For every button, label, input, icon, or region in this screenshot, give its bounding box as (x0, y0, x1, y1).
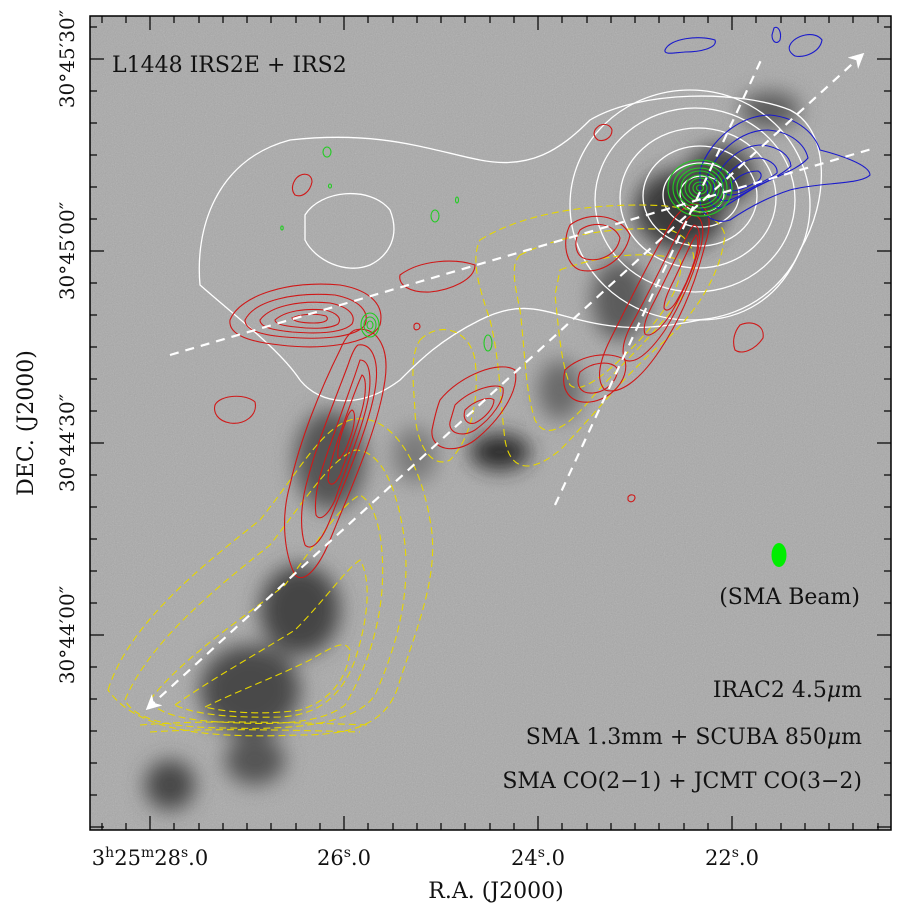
y-tick-label: 30°44′00″ (55, 586, 79, 684)
legend-line-co: SMA CO(2−1) + JCMT CO(3−2) (502, 769, 862, 794)
y-tick-labels: 30°45′30″ 30°45′00″ 30°44′30″ 30°44′00″ (55, 10, 79, 684)
sma-beam-ellipse (771, 543, 787, 567)
x-tick-label-3: 22s.0 (705, 845, 759, 870)
x-tick-label-0: 3h25m28s.0 (92, 845, 208, 870)
outflow-axes (145, 52, 876, 711)
x-axis-label: R.A. (J2000) (428, 879, 563, 904)
legend-line-irac: IRAC2 4.5μm (713, 678, 862, 703)
outflow-axis-ne (145, 52, 865, 711)
x-tick-label-1: 26s.0 (317, 845, 371, 870)
contour-layers (107, 26, 876, 737)
sma-beam-label: (SMA Beam) (719, 585, 860, 610)
x-tick-label-2: 24s.0 (511, 845, 565, 870)
y-axis-label: DEC. (J2000) (14, 350, 39, 496)
legend-line-continuum: SMA 1.3mm + SCUBA 850μm (526, 725, 862, 750)
outflow-axis-ew (169, 146, 876, 357)
x-ticks (101, 16, 879, 830)
y-tick-label: 30°45′00″ (55, 202, 79, 300)
y-tick-label: 30°45′30″ (55, 10, 79, 108)
map-title: L1448 IRS2E + IRS2 (112, 53, 347, 78)
y-tick-label: 30°44′30″ (55, 394, 79, 492)
y-ticks (90, 26, 891, 828)
outflow-axis-ns (554, 57, 763, 506)
x-tick-labels: 3h25m28s.0 26s.0 24s.0 22s.0 (92, 845, 759, 870)
